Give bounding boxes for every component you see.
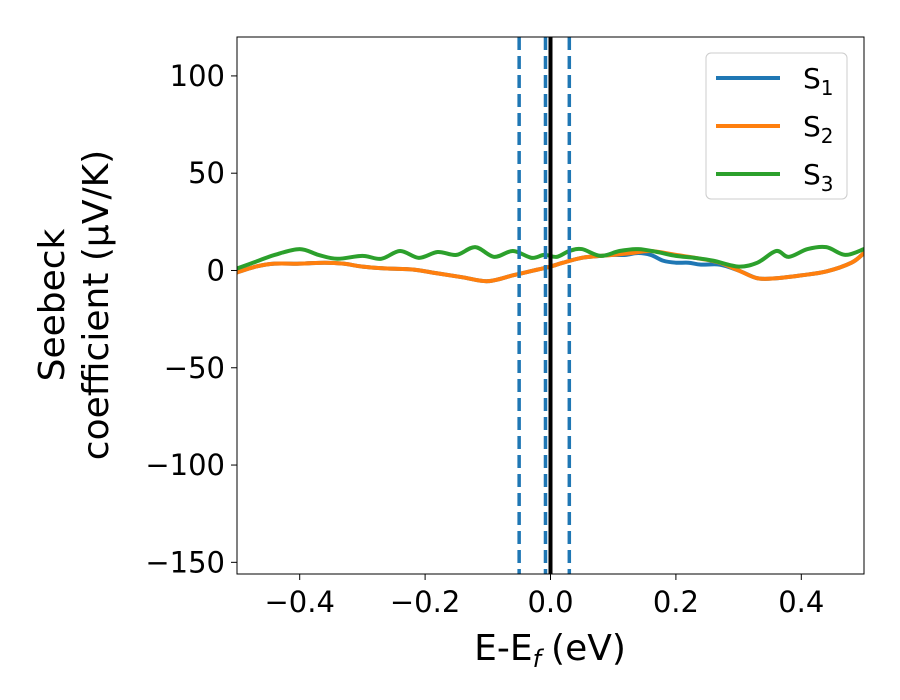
x-tick-label: 0.2: [653, 585, 699, 619]
y-tick-label: −50: [164, 351, 225, 385]
y-tick-label: 50: [188, 156, 225, 190]
y-tick-label: 100: [170, 59, 225, 93]
y-axis-title-line1: Seebeck: [32, 228, 73, 381]
series-line-3: [237, 244, 864, 271]
series-line-2: [237, 248, 864, 284]
legend-label-1: S1: [803, 62, 834, 100]
x-tick-label: 0.0: [527, 585, 573, 619]
legend-label-2: S2: [803, 110, 834, 148]
x-tick-label: −0.4: [264, 585, 334, 619]
y-axis-ticks: 100 50 0 −50 −100 −150: [145, 59, 237, 579]
x-tick-label: −0.2: [390, 585, 460, 619]
y-axis-title: Seebeck coefficient (μV/K): [32, 150, 117, 460]
y-tick-label: −150: [145, 545, 225, 579]
x-axis-ticks: −0.4 −0.2 0.0 0.2 0.4: [264, 574, 824, 619]
x-axis-title-unit: (eV): [551, 628, 626, 669]
y-axis-title-line2: coefficient (μV/K): [76, 150, 117, 460]
x-axis-title: E-Ef (eV): [474, 628, 626, 673]
plot-content: [237, 37, 864, 574]
legend: S1 S2 S3: [705, 52, 848, 200]
x-axis-title-main: E-E: [474, 628, 532, 669]
y-tick-label: −100: [145, 448, 225, 482]
x-tick-label: 0.4: [778, 585, 824, 619]
x-axis-title-sub: f: [533, 645, 545, 673]
legend-label-3: S3: [803, 158, 834, 196]
y-tick-label: 0: [207, 253, 225, 287]
